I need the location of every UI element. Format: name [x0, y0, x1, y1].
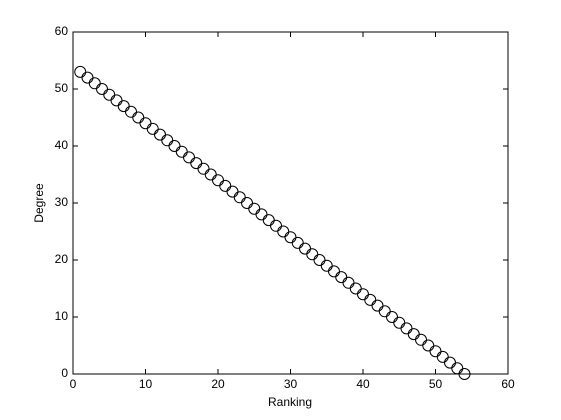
y-axis-label: Degree	[32, 183, 46, 223]
y-tick-label: 0	[61, 366, 68, 380]
x-tick-label: 50	[429, 377, 443, 391]
x-tick-label: 40	[356, 377, 370, 391]
y-tick-label: 40	[55, 138, 69, 152]
y-tick-label: 60	[55, 24, 69, 38]
x-tick-label: 20	[211, 377, 225, 391]
point	[458, 368, 471, 380]
x-tick-label: 10	[139, 377, 153, 391]
x-tick-label: 0	[70, 377, 77, 391]
plot-frame	[72, 31, 509, 375]
y-tick-label: 50	[55, 81, 69, 95]
y-tick-label: 10	[55, 309, 69, 323]
x-tick-label: 30	[284, 377, 298, 391]
x-tick-label: 60	[501, 377, 515, 391]
y-tick-label: 20	[55, 252, 69, 266]
x-axis-label: Ranking	[268, 395, 312, 409]
y-tick-label: 30	[55, 195, 69, 209]
